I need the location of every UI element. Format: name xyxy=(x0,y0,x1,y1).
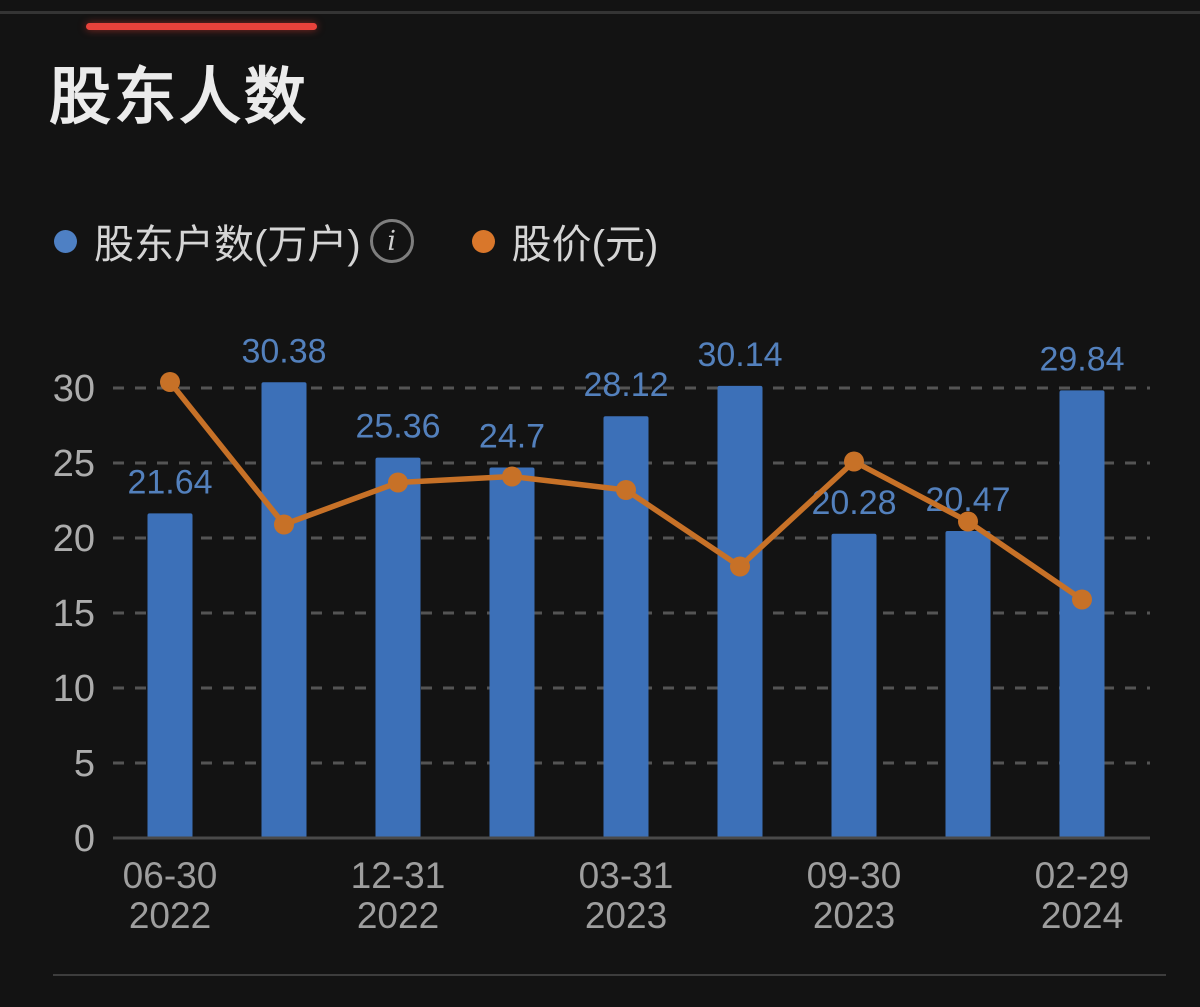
y-tick-label: 0 xyxy=(74,818,95,860)
bar xyxy=(375,457,421,838)
bar xyxy=(717,385,763,838)
price-point xyxy=(160,372,180,392)
x-tick-label-year: 2022 xyxy=(129,895,211,936)
title-accent-bar xyxy=(86,23,317,30)
price-point xyxy=(1072,589,1092,610)
legend-label-price: 股价(元) xyxy=(511,223,659,267)
bar xyxy=(261,382,307,838)
bar-value-label: 30.14 xyxy=(697,336,782,374)
price-point xyxy=(274,514,294,535)
bottom-divider xyxy=(53,974,1166,976)
price-point xyxy=(388,472,408,493)
x-tick-label-date: 09-30 xyxy=(807,855,902,896)
price-point xyxy=(616,480,636,500)
price-point xyxy=(958,511,978,532)
price-point xyxy=(730,556,750,577)
x-tick-label-date: 03-31 xyxy=(579,855,674,896)
y-tick-label: 10 xyxy=(53,668,95,710)
y-tick-label: 15 xyxy=(53,593,95,635)
top-divider xyxy=(0,11,1200,14)
bar-value-label: 30.38 xyxy=(241,332,326,370)
x-tick-label-year: 2023 xyxy=(585,895,667,936)
x-tick-label-date: 06-30 xyxy=(123,855,218,896)
price-point xyxy=(844,451,864,472)
page-title: 股东人数 xyxy=(49,63,310,132)
y-tick-label: 25 xyxy=(53,443,95,485)
bar-value-label: 29.84 xyxy=(1039,340,1124,378)
info-icon[interactable]: i xyxy=(369,219,414,263)
bar xyxy=(945,530,991,838)
x-tick-label-date: 12-31 xyxy=(351,855,446,896)
x-tick-label-year: 2024 xyxy=(1041,895,1123,936)
bar xyxy=(1059,390,1105,838)
bar xyxy=(603,416,649,838)
bar xyxy=(831,533,877,838)
x-tick-label-year: 2023 xyxy=(813,895,895,936)
legend-label-shareholders: 股东户数(万户) xyxy=(94,223,361,267)
y-tick-label: 5 xyxy=(74,743,95,785)
bar xyxy=(147,513,193,838)
y-tick-label: 30 xyxy=(53,368,95,410)
bar-value-label: 21.64 xyxy=(127,463,212,501)
legend-dot-shareholders xyxy=(54,229,77,253)
x-tick-label-date: 02-29 xyxy=(1035,855,1130,896)
bar xyxy=(489,467,535,838)
y-tick-label: 20 xyxy=(53,518,95,560)
bar-value-label: 25.36 xyxy=(355,408,440,446)
bar-value-label: 24.7 xyxy=(479,418,545,456)
chart-legend: 股东户数(万户) i 股价(元) xyxy=(54,217,658,267)
x-tick-label-year: 2022 xyxy=(357,895,439,936)
bar-value-label: 28.12 xyxy=(583,366,668,404)
legend-dot-price xyxy=(471,229,495,253)
price-point xyxy=(502,466,522,487)
